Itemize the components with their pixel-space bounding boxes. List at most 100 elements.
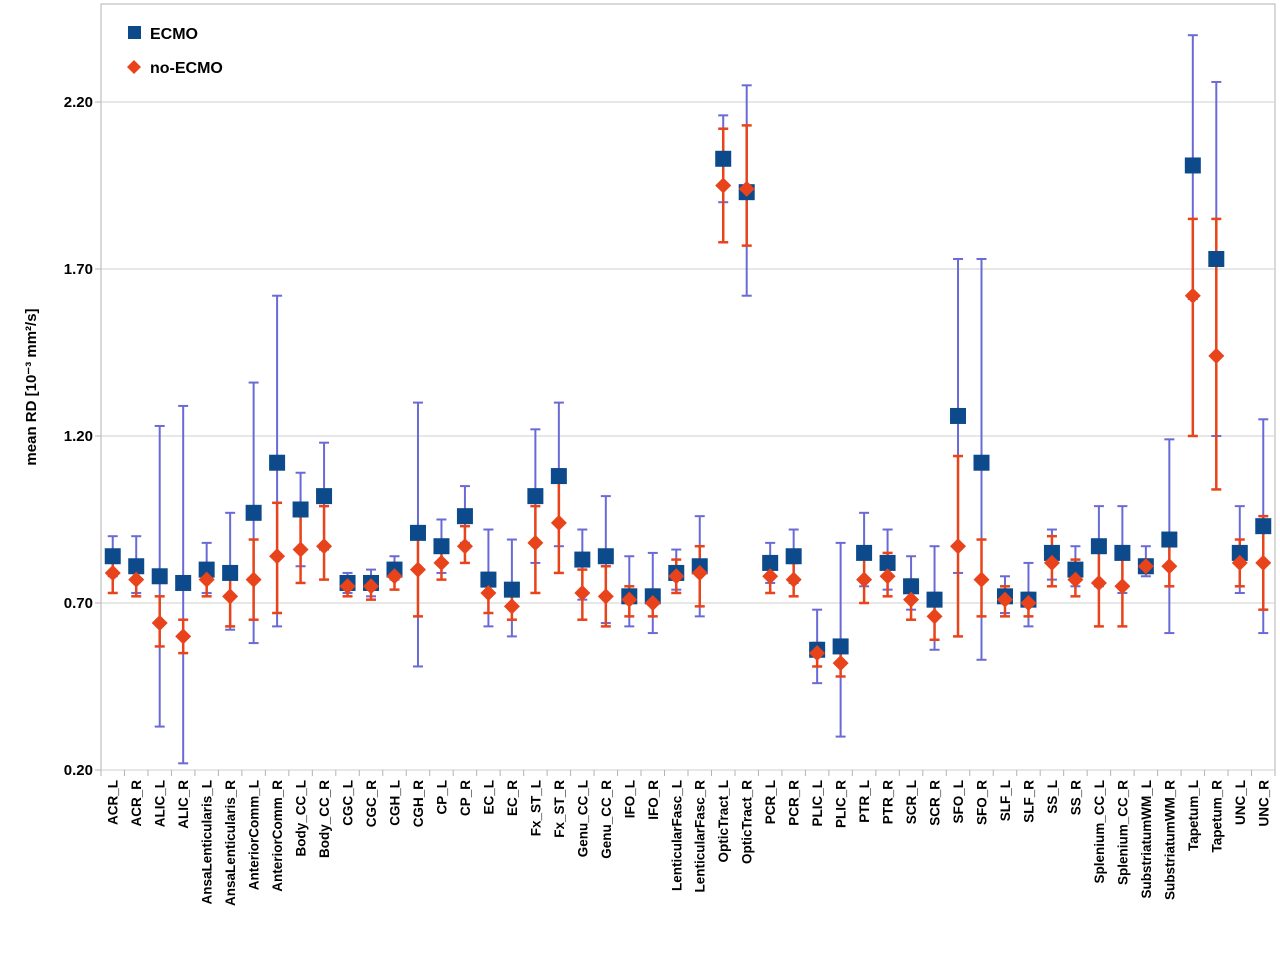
data-point-no-ecmo: [198, 571, 215, 588]
x-tick-label: PCR_R: [787, 780, 802, 826]
x-tick-label: SubstriatumWM_R: [1162, 780, 1177, 900]
x-tick-label: SCR_R: [928, 780, 943, 826]
data-point-ecmo: [856, 544, 873, 561]
data-point-no-ecmo: [1184, 287, 1201, 304]
data-point-no-ecmo: [316, 538, 333, 555]
data-point-no-ecmo: [1090, 574, 1107, 591]
plot-area: [100, 3, 1276, 771]
data-point-ecmo: [1255, 518, 1272, 535]
data-point-no-ecmo: [527, 534, 544, 551]
x-tick-label: AnsaLenticularis_R: [223, 780, 238, 906]
data-point-ecmo: [1208, 250, 1225, 267]
y-tick-label: 2.20: [64, 94, 93, 111]
data-point-ecmo: [574, 551, 591, 568]
data-point-no-ecmo: [574, 584, 591, 601]
data-point-no-ecmo: [762, 568, 779, 585]
y-tick-label: 1.70: [64, 261, 93, 278]
data-point-no-ecmo: [1020, 595, 1037, 611]
x-tick-label: LenticularFasc_R: [693, 780, 708, 893]
data-point-no-ecmo: [973, 571, 990, 588]
x-tick-label: AnsaLenticularis_L: [200, 780, 215, 905]
data-point-no-ecmo: [926, 608, 943, 625]
data-point-ecmo: [597, 548, 614, 565]
data-point-ecmo: [433, 538, 450, 555]
data-point-no-ecmo: [1067, 571, 1084, 588]
data-point-no-ecmo: [503, 598, 520, 615]
x-tick-label: AnteriorComm_L: [247, 780, 262, 890]
data-point-no-ecmo: [151, 615, 168, 632]
x-tick-label: PCR_L: [763, 780, 778, 824]
data-point-ecmo: [926, 591, 943, 608]
data-point-no-ecmo: [456, 538, 473, 555]
data-point-no-ecmo: [104, 564, 121, 581]
data-point-ecmo: [550, 468, 567, 485]
x-tick-label: ACR_L: [106, 780, 121, 825]
legend-ecmo-label: ECMO: [150, 26, 198, 43]
x-tick-label: Genu_CC_L: [575, 780, 590, 857]
x-tick-label: Genu_CC_R: [599, 780, 614, 859]
data-point-no-ecmo: [1043, 554, 1060, 571]
x-tick-label: SFO_L: [951, 780, 966, 824]
data-point-ecmo: [879, 554, 896, 571]
data-point-no-ecmo: [879, 568, 896, 585]
x-tick-label: SS_L: [1045, 780, 1060, 814]
x-tick-label: SubstriatumWM_L: [1139, 780, 1154, 899]
data-point-no-ecmo: [175, 628, 192, 645]
x-axis: ACR_L ACR_R ALIC_L ALIC_R AnsaLenticularis_L…: [100, 770, 1276, 906]
y-tick-label: 0.20: [64, 762, 93, 779]
x-tick-label: SCR_L: [904, 780, 919, 824]
x-tick-label: SFO_R: [975, 780, 990, 825]
legend: ECMO no-ECMO: [127, 26, 223, 77]
data-point-ecmo: [151, 568, 168, 585]
data-point-no-ecmo: [996, 591, 1013, 608]
data-point-ecmo: [316, 488, 333, 505]
data-point-ecmo: [1067, 561, 1084, 578]
x-tick-label: EC_R: [505, 780, 520, 816]
x-tick-label: Body_CC_L: [294, 780, 309, 857]
x-tick-label: Body_CC_R: [317, 780, 332, 858]
data-point-no-ecmo: [245, 571, 262, 588]
data-point-no-ecmo: [668, 568, 685, 585]
data-point-no-ecmo: [597, 588, 614, 605]
data-point-no-ecmo: [644, 595, 661, 611]
x-tick-label: EC_L: [481, 780, 496, 815]
legend-ecmo-marker: [128, 26, 141, 39]
data-point-no-ecmo: [339, 578, 356, 595]
x-tick-label: ALIC_R: [176, 780, 191, 829]
y-tick-label: 1.20: [64, 428, 93, 445]
data-point-no-ecmo: [950, 538, 967, 555]
legend-no-ecmo-marker: [127, 60, 141, 74]
data-point-ecmo: [222, 564, 239, 581]
data-point-no-ecmo: [363, 578, 380, 595]
x-tick-label: LenticularFasc_L: [669, 780, 684, 891]
data-point-no-ecmo: [738, 180, 755, 197]
y-tick-label: 0.70: [64, 595, 93, 612]
x-tick-label: PTR_R: [881, 780, 896, 825]
data-point-no-ecmo: [1161, 558, 1178, 575]
data-point-no-ecmo: [903, 591, 920, 608]
data-point-ecmo: [104, 548, 121, 565]
data-point-ecmo: [832, 638, 849, 655]
x-tick-label: SLF_R: [1021, 780, 1036, 823]
series-layer: [104, 34, 1272, 765]
x-tick-label: Splenium_CC_R: [1115, 780, 1130, 885]
data-point-no-ecmo: [222, 588, 239, 605]
data-point-ecmo: [785, 548, 802, 565]
data-point-ecmo: [456, 508, 473, 525]
data-point-ecmo: [480, 571, 497, 588]
data-point-ecmo: [175, 574, 192, 591]
x-tick-label: SLF_L: [998, 780, 1013, 821]
x-tick-label: OpticTract_R: [740, 780, 755, 864]
y-axis-label: mean RD [10⁻³ mm²/s]: [23, 308, 40, 465]
x-tick-label: IFO_L: [622, 780, 637, 818]
data-point-no-ecmo: [1114, 578, 1131, 595]
data-point-ecmo: [128, 558, 145, 575]
data-point-no-ecmo: [550, 514, 567, 531]
data-point-ecmo: [292, 501, 309, 518]
data-point-no-ecmo: [480, 584, 497, 601]
data-point-ecmo: [1043, 544, 1060, 561]
x-tick-label: Splenium_CC_L: [1092, 780, 1107, 884]
data-point-ecmo: [1090, 538, 1107, 555]
x-tick-label: OpticTract_L: [716, 780, 731, 863]
x-tick-label: CGC_L: [341, 780, 356, 826]
